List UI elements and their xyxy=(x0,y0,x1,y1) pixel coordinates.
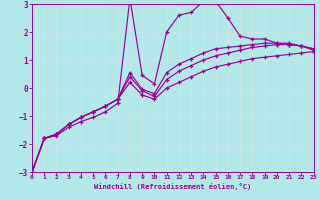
X-axis label: Windchill (Refroidissement éolien,°C): Windchill (Refroidissement éolien,°C) xyxy=(94,183,252,190)
